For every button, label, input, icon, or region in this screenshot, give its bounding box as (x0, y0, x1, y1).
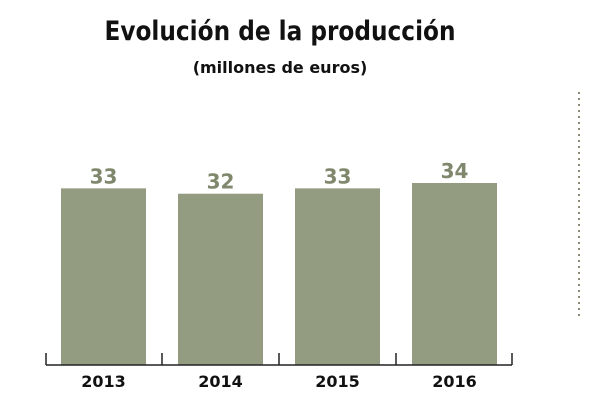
value-label-2013: 33 (90, 164, 118, 188)
value-label-2016: 34 (441, 159, 469, 183)
bar-2016 (412, 183, 497, 365)
tick-label-2013: 2013 (81, 372, 126, 391)
bars-group (61, 183, 497, 365)
bar-2013 (61, 188, 146, 365)
tick-label-2014: 2014 (198, 372, 243, 391)
value-label-2015: 33 (324, 164, 352, 188)
tick-label-2016: 2016 (432, 372, 477, 391)
bar-2014 (178, 193, 263, 365)
x-axis (45, 353, 513, 366)
x-tick-labels-group: 2013 2014 2015 2016 (81, 372, 477, 391)
tick-label-2015: 2015 (315, 372, 360, 391)
value-label-2014: 32 (207, 170, 235, 194)
chart-subtitle: (millones de euros) (192, 58, 368, 77)
value-labels-group: 33 32 33 34 (90, 159, 469, 194)
bar-2015 (295, 188, 380, 365)
chart-title: Evolución de la producción (104, 16, 456, 47)
